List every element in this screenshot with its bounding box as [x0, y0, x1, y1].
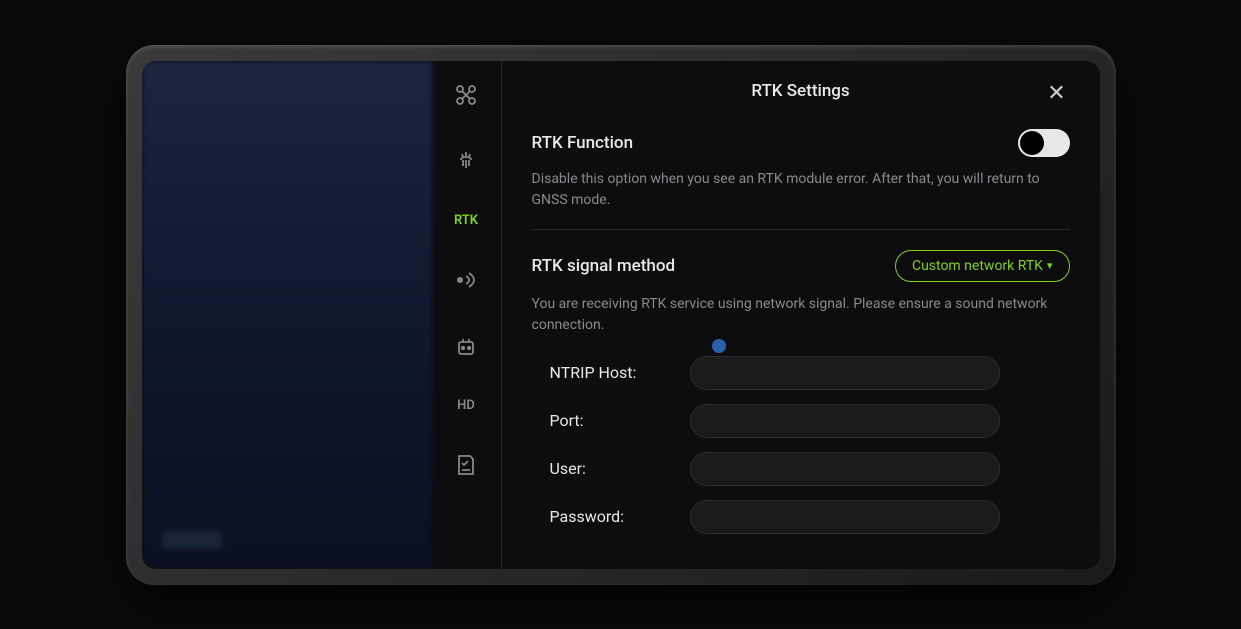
- signal-method-description: You are receiving RTK service using netw…: [532, 294, 1070, 336]
- rtk-function-toggle[interactable]: [1018, 129, 1070, 157]
- dropdown-selected-label: Custom network RTK: [912, 258, 1043, 274]
- port-label: Port:: [550, 411, 690, 430]
- user-label: User:: [550, 459, 690, 478]
- signal-method-title: RTK signal method: [532, 256, 676, 276]
- rtk-tab[interactable]: RTK: [454, 213, 478, 228]
- indicator-dot: [712, 339, 726, 353]
- hd-tab[interactable]: HD: [457, 398, 475, 413]
- password-label: Password:: [550, 507, 690, 526]
- rtk-function-section: RTK Function Disable this option when yo…: [532, 129, 1070, 230]
- close-icon[interactable]: ✕: [1044, 81, 1070, 107]
- password-row: Password:: [550, 500, 1070, 534]
- sensor-icon[interactable]: [452, 147, 480, 175]
- section-divider: [532, 229, 1070, 230]
- screen: RTK HD: [142, 61, 1100, 569]
- main-panel: RTK Settings ✕ RTK Function Disable this…: [502, 61, 1100, 569]
- ntrip-host-label: NTRIP Host:: [550, 363, 690, 382]
- password-input[interactable]: [690, 500, 1000, 534]
- device-frame: RTK HD: [126, 45, 1116, 585]
- rtk-function-title: RTK Function: [532, 133, 634, 153]
- page-title: RTK Settings: [751, 81, 849, 101]
- signal-method-section: RTK signal method Custom network RTK You…: [532, 250, 1070, 336]
- signal-method-dropdown[interactable]: Custom network RTK: [895, 250, 1070, 282]
- drone-icon[interactable]: [452, 81, 480, 109]
- ntrip-host-input[interactable]: [690, 356, 1000, 390]
- camera-preview: [142, 61, 432, 569]
- sidebar: RTK HD: [432, 61, 502, 569]
- ntrip-form: NTRIP Host: Port: User: Password:: [532, 356, 1070, 534]
- toggle-knob: [1020, 131, 1044, 155]
- ntrip-host-row: NTRIP Host:: [550, 356, 1070, 390]
- user-row: User:: [550, 452, 1070, 486]
- user-input[interactable]: [690, 452, 1000, 486]
- port-row: Port:: [550, 404, 1070, 438]
- battery-icon[interactable]: [452, 332, 480, 360]
- signal-icon[interactable]: [452, 266, 480, 294]
- rtk-function-description: Disable this option when you see an RTK …: [532, 169, 1070, 211]
- checklist-icon[interactable]: [452, 451, 480, 479]
- port-input[interactable]: [690, 404, 1000, 438]
- panel-header: RTK Settings ✕: [532, 81, 1070, 101]
